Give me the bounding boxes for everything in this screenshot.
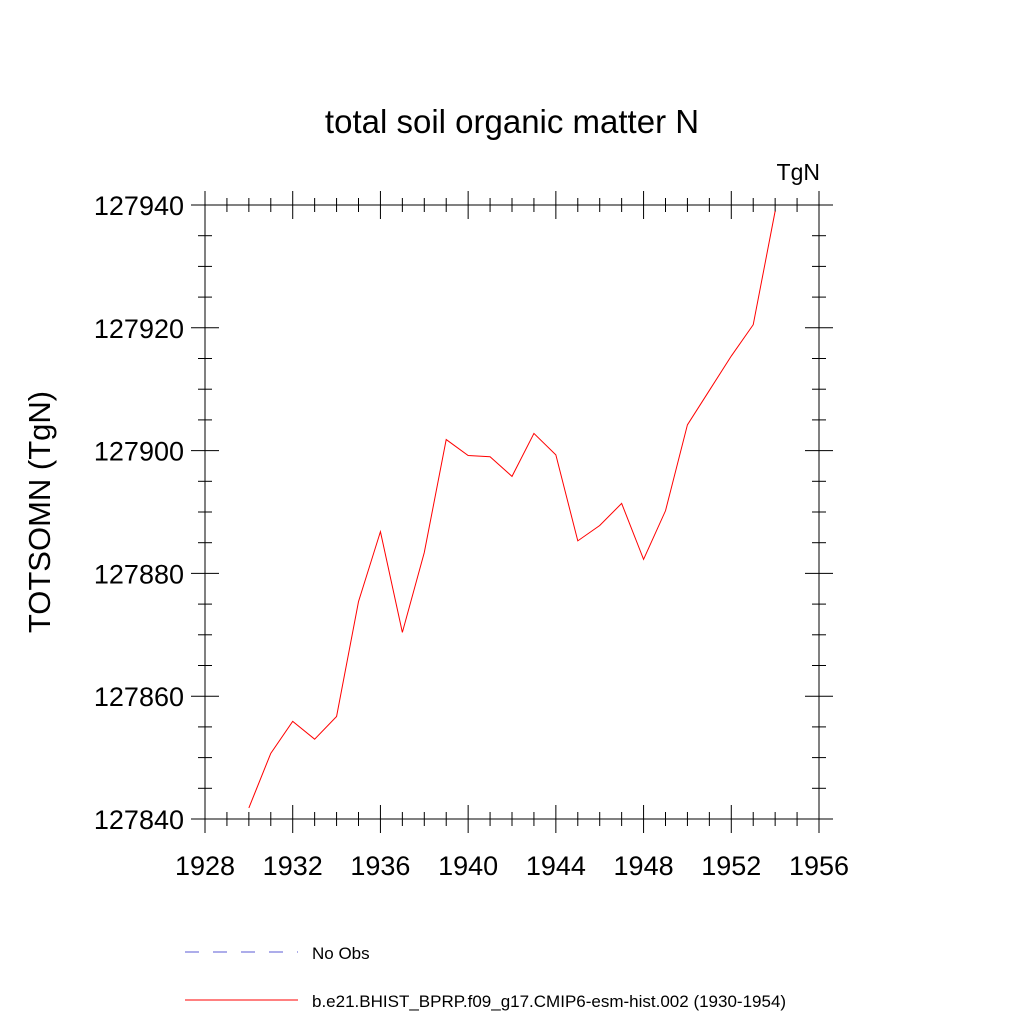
y-tick-label: 127900 (94, 437, 184, 467)
y-tick-label: 127880 (94, 559, 184, 589)
y-tick-labels: 127840 127860 127880 127900 127920 127940 (94, 191, 184, 835)
x-tick-label: 1944 (526, 851, 586, 881)
chart-title: total soil organic matter N (325, 103, 699, 140)
y-tick-label: 127840 (94, 805, 184, 835)
x-tick-label: 1952 (701, 851, 761, 881)
y-tick-label: 127860 (94, 682, 184, 712)
legend: No Obs b.e21.BHIST_BPRP.f09_g17.CMIP6-esm… (185, 944, 786, 1011)
x-tick-label: 1932 (263, 851, 323, 881)
y-tick-label: 127940 (94, 191, 184, 221)
plot-frame (204, 204, 820, 820)
x-tick-label: 1948 (614, 851, 674, 881)
y-tick-label: 127920 (94, 314, 184, 344)
axis-ticks (191, 191, 833, 833)
series-line (248, 211, 776, 809)
units-label: TgN (777, 159, 820, 185)
legend-label: No Obs (312, 944, 370, 963)
y-axis-label: TOTSOMN (TgN) (22, 391, 57, 633)
legend-label: b.e21.BHIST_BPRP.f09_g17.CMIP6-esm-hist.… (312, 992, 786, 1011)
x-tick-label: 1928 (175, 851, 235, 881)
x-tick-labels: 1928 1932 1936 1940 1944 1948 1952 1956 (175, 851, 849, 881)
x-tick-label: 1936 (350, 851, 410, 881)
series-lines (248, 211, 776, 809)
x-tick-label: 1940 (438, 851, 498, 881)
x-tick-label: 1956 (789, 851, 849, 881)
